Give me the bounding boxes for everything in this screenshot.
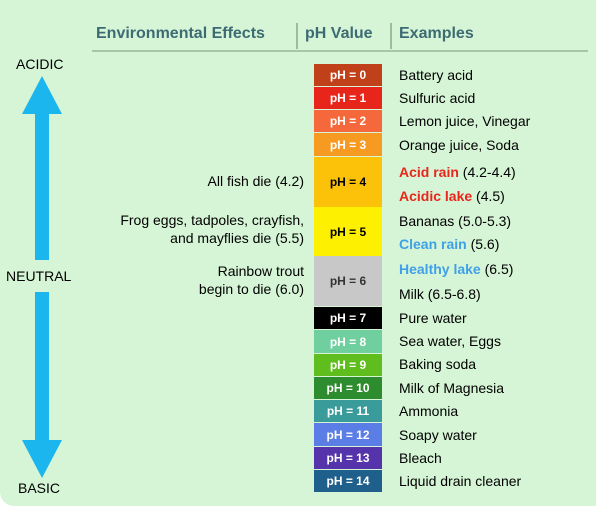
example-soapy-water: Soapy water: [399, 427, 477, 443]
ph-box-14: pH = 14: [314, 470, 382, 492]
example-ammonia: Ammonia: [399, 403, 459, 419]
header-ph-value: pH Value: [305, 25, 373, 42]
up-arrow-icon: [22, 76, 62, 114]
example-baking-soda: Baking soda: [399, 356, 477, 372]
basic-label: BASIC: [18, 480, 61, 496]
ph-box-2: pH = 2: [314, 110, 382, 132]
clean-rain-value: (5.6): [470, 236, 500, 252]
ph-box-6: pH = 6: [314, 256, 382, 306]
acid-rain-range: (4.2-4.4): [462, 164, 516, 180]
ph-box-0: pH = 0: [314, 64, 382, 86]
healthy-lake-label: Healthy lake: [399, 261, 481, 277]
example-milk: Milk (6.5-6.8): [399, 286, 481, 302]
header-separator: [390, 23, 392, 49]
example-acid-rain: Acid rain (4.2-4.4): [399, 164, 516, 180]
example-orange-juice: Orange juice, Soda: [399, 137, 519, 153]
ph-box-12: pH = 12: [314, 423, 382, 446]
ph-box-1: pH = 1: [314, 87, 382, 109]
example-acidic-lake: Acidic lake (4.5): [399, 188, 505, 204]
example-pure-water: Pure water: [399, 310, 467, 326]
effect-frog-line2: and mayflies die (5.5): [170, 230, 304, 246]
example-sulfuric-acid: Sulfuric acid: [399, 90, 476, 106]
header-environmental-effects: Environmental Effects: [96, 25, 265, 42]
example-healthy-lake: Healthy lake (6.5): [399, 261, 513, 277]
example-milk-of-magnesia: Milk of Magnesia: [399, 380, 505, 396]
down-arrow-icon: [22, 440, 62, 478]
acidic-lake-label: Acidic lake: [399, 188, 473, 204]
example-sea-water: Sea water, Eggs: [399, 333, 501, 349]
ph-box-10: pH = 10: [314, 377, 382, 399]
ph-box-4: pH = 4: [314, 157, 382, 207]
example-drain-cleaner: Liquid drain cleaner: [399, 473, 522, 489]
example-lemon-juice: Lemon juice, Vinegar: [399, 113, 531, 129]
ph-box-9: pH = 9: [314, 354, 382, 376]
example-bananas: Bananas (5.0-5.3): [399, 213, 512, 229]
header-examples: Examples: [399, 25, 474, 42]
header-underline: [92, 50, 588, 52]
ph-box-3: pH = 3: [314, 133, 382, 156]
effect-trout-line1: Rainbow trout: [217, 263, 304, 279]
clean-rain-label: Clean rain: [399, 236, 467, 252]
example-bleach: Bleach: [399, 450, 442, 466]
example-battery-acid: Battery acid: [399, 67, 473, 83]
effect-frog-line1: Frog eggs, tadpoles, crayfish,: [120, 212, 304, 228]
effect-trout-line2: begin to die (6.0): [198, 281, 304, 297]
acidic-label: ACIDIC: [16, 56, 64, 72]
example-clean-rain: Clean rain (5.6): [399, 236, 499, 252]
ph-box-8: pH = 8: [314, 330, 382, 353]
header-separator: [296, 23, 298, 49]
ph-box-7: pH = 7: [314, 307, 382, 329]
ph-box-5: pH = 5: [314, 207, 382, 256]
effect-fish: All fish die (4.2): [207, 173, 304, 189]
healthy-lake-value: (6.5): [484, 261, 514, 277]
neutral-label: NEUTRAL: [6, 268, 72, 284]
ph-box-13: pH = 13: [314, 447, 382, 469]
acid-rain-label: Acid rain: [399, 164, 459, 180]
ph-box-11: pH = 11: [314, 400, 382, 422]
acidic-lake-range: (4.5): [476, 188, 505, 204]
